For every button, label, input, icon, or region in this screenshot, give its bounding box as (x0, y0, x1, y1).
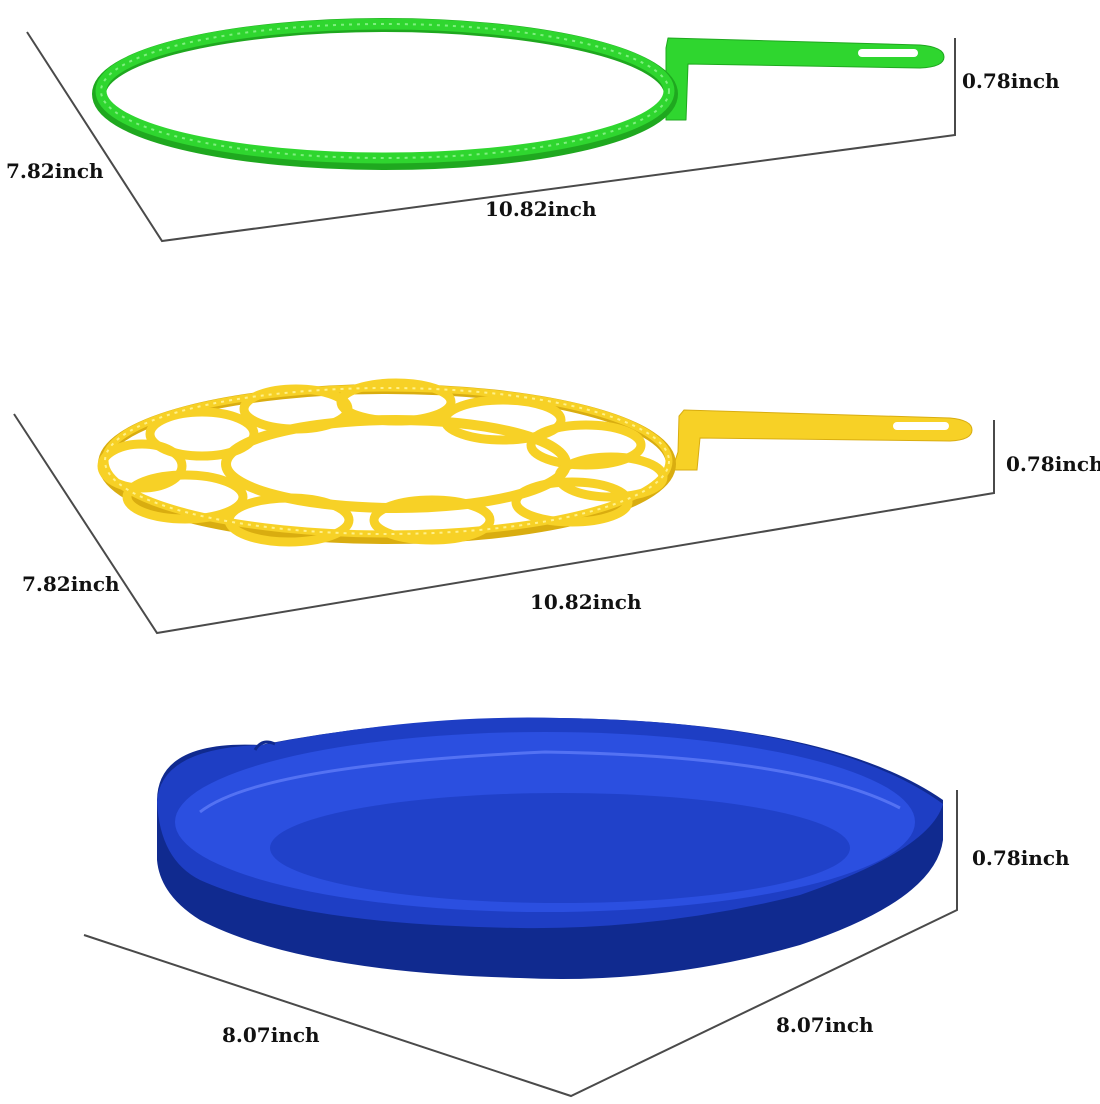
green-wand-icon (92, 18, 945, 170)
blue-tray-height-label: 0.78inch (972, 846, 1070, 870)
blue-tray-icon (157, 717, 943, 980)
green-wand-depth-label: 7.82inch (6, 159, 104, 183)
green-wand-width-label: 10.82inch (485, 197, 597, 221)
green-wand-group: 7.82inch 10.82inch 0.78inch (6, 18, 1060, 243)
blue-tray-width-label: 8.07inch (776, 1013, 874, 1037)
green-wand-height-label: 0.78inch (962, 69, 1060, 93)
blue-tray-dimension-lines (83, 790, 958, 1098)
yellow-wand-dimension-lines (13, 413, 995, 635)
yellow-wand-width-label: 10.82inch (530, 590, 642, 614)
yellow-wand-height-label: 0.78inch (1006, 452, 1100, 476)
green-wand-dimension-lines (26, 31, 956, 243)
yellow-wand-depth-label: 7.82inch (22, 572, 120, 596)
blue-tray-group: 8.07inch 8.07inch 0.78inch (83, 717, 1070, 1098)
yellow-wand-group: 7.82inch 10.82inch 0.78inch (13, 378, 1100, 635)
yellow-wand-icon (97, 378, 973, 547)
blue-tray-depth-label: 8.07inch (222, 1023, 320, 1047)
